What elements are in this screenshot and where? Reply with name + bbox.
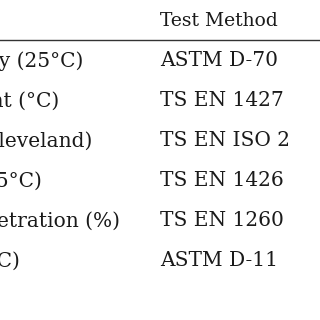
Text: Cleveland): Cleveland) <box>0 131 93 150</box>
Text: ASTM D-70: ASTM D-70 <box>160 51 278 70</box>
Text: 25°C): 25°C) <box>0 171 43 190</box>
Text: int (°C): int (°C) <box>0 91 59 110</box>
Text: PC): PC) <box>0 251 21 270</box>
Text: ity (25°C): ity (25°C) <box>0 51 84 71</box>
Text: ASTM D-11: ASTM D-11 <box>160 251 278 270</box>
Text: TS EN 1260: TS EN 1260 <box>160 211 284 230</box>
Text: Test Method: Test Method <box>160 12 278 30</box>
Text: TS EN 1426: TS EN 1426 <box>160 171 284 190</box>
Text: TS EN ISO 2: TS EN ISO 2 <box>160 131 290 150</box>
Text: TS EN 1427: TS EN 1427 <box>160 91 284 110</box>
Text: netration (%): netration (%) <box>0 211 120 230</box>
